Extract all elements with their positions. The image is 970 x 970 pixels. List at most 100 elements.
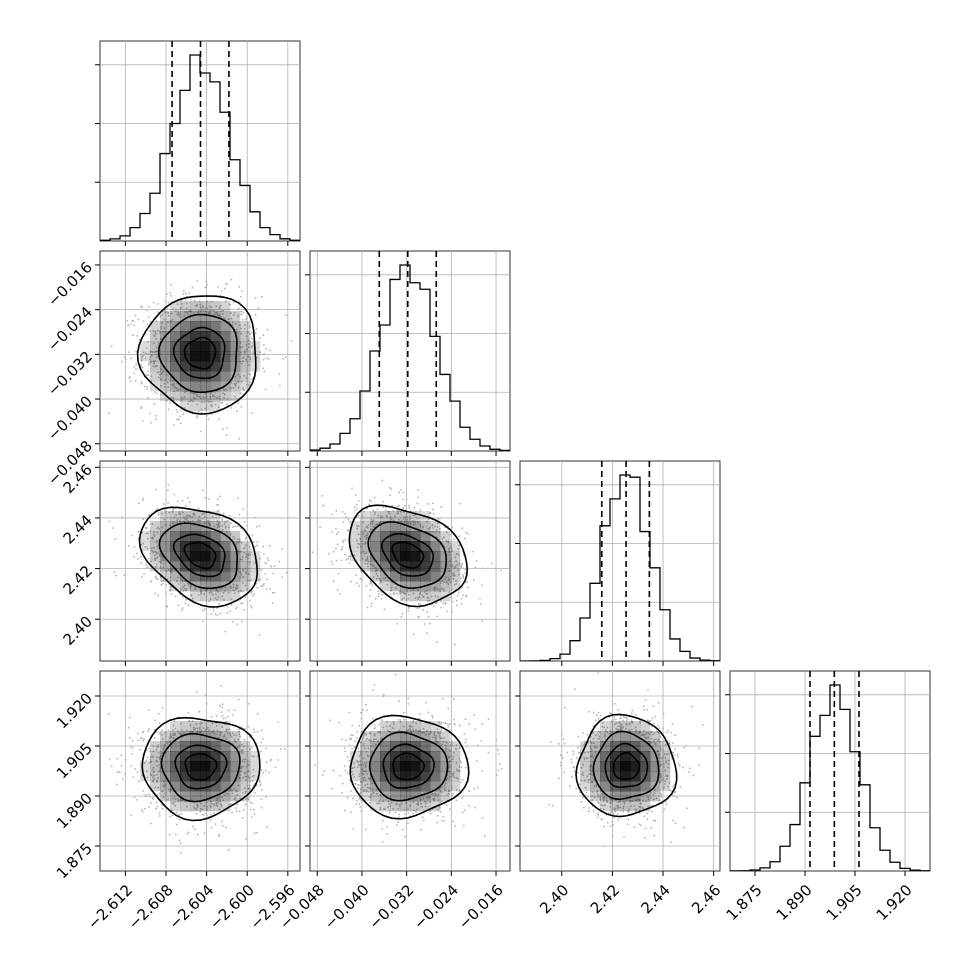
scatter-point	[120, 754, 123, 757]
scatter-point	[378, 723, 380, 726]
scatter-point	[448, 578, 450, 581]
scatter-point	[372, 509, 375, 512]
scatter-point	[224, 586, 227, 589]
scatter-point	[165, 524, 168, 527]
scatter-point	[651, 717, 654, 720]
scatter-point	[177, 800, 180, 803]
scatter-point	[259, 784, 262, 787]
scatter-point	[186, 403, 189, 405]
scatter-point	[583, 756, 586, 759]
scatter-point	[360, 750, 363, 753]
density-cell	[150, 331, 161, 342]
scatter-point	[278, 373, 281, 375]
scatter-point	[377, 595, 380, 598]
scatter-point	[373, 684, 376, 686]
scatter-point	[171, 511, 174, 513]
scatter-point	[245, 544, 247, 547]
scatter-point	[358, 755, 361, 757]
density-cell	[380, 771, 391, 782]
scatter-point	[245, 383, 248, 386]
scatter-point	[107, 713, 110, 715]
scatter-point	[654, 738, 657, 741]
scatter-point	[162, 780, 165, 782]
scatter-point	[653, 819, 656, 822]
scatter-point	[611, 731, 613, 733]
scatter-point	[617, 801, 620, 804]
scatter-point	[285, 314, 287, 317]
scatter-point	[407, 808, 409, 811]
scatter-point	[136, 732, 139, 735]
scatter-point	[129, 745, 132, 748]
scatter-point	[437, 518, 440, 520]
density-cell	[230, 551, 241, 562]
scatter-point	[163, 327, 166, 330]
scatter-point	[428, 599, 431, 602]
scatter-point	[226, 519, 229, 522]
scatter-point	[192, 400, 194, 403]
density-cell	[160, 571, 171, 582]
scatter-point	[600, 808, 602, 810]
scatter-point	[251, 594, 254, 597]
scatter-point	[399, 592, 402, 595]
scatter-point	[163, 318, 166, 321]
panel-4-3: 2.40 2.42 2.44 2.46	[515, 670, 724, 917]
scatter-point	[231, 811, 233, 814]
scatter-point	[194, 398, 197, 401]
scatter-point	[173, 795, 176, 798]
x-tick-label: 2.42	[587, 881, 623, 917]
scatter-point	[433, 731, 436, 734]
scatter-point	[249, 358, 252, 361]
histogram-step	[310, 264, 510, 451]
scatter-point	[237, 315, 239, 318]
density-cell	[630, 741, 641, 752]
scatter-point	[434, 525, 436, 528]
scatter-point	[236, 794, 239, 796]
scatter-point	[255, 308, 258, 311]
scatter-point	[217, 509, 219, 512]
scatter-point	[264, 769, 267, 772]
scatter-point	[200, 591, 203, 593]
scatter-point	[304, 562, 306, 564]
scatter-point	[643, 708, 645, 711]
scatter-point	[185, 598, 187, 601]
density-cell	[430, 791, 441, 802]
scatter-point	[429, 796, 432, 798]
scatter-point	[216, 503, 218, 506]
scatter-point	[631, 800, 634, 803]
density-cell	[220, 741, 231, 752]
scatter-point	[611, 821, 614, 823]
density-cell	[350, 541, 361, 552]
scatter-point	[239, 346, 242, 349]
scatter-point	[563, 742, 566, 745]
scatter-point	[225, 728, 228, 731]
scatter-point	[158, 722, 161, 725]
scatter-point	[600, 818, 603, 821]
scatter-point	[414, 729, 417, 731]
y-tick-label: 2.44	[60, 511, 96, 547]
density-cell	[390, 761, 401, 772]
scatter-point	[233, 592, 236, 595]
scatter-point	[592, 711, 595, 714]
scatter-point	[635, 799, 638, 802]
scatter-point	[178, 511, 181, 514]
scatter-point	[209, 805, 212, 808]
scatter-point	[146, 547, 149, 550]
scatter-point	[219, 734, 222, 737]
scatter-point	[386, 515, 389, 518]
density-cell	[420, 751, 431, 762]
scatter-point	[430, 793, 433, 796]
scatter-point	[278, 560, 281, 563]
scatter-point	[217, 406, 220, 409]
scatter-point	[199, 722, 202, 725]
density-cell	[380, 731, 391, 742]
scatter-point	[645, 737, 648, 740]
scatter-point	[479, 602, 482, 605]
scatter-point	[182, 590, 185, 592]
scatter-point	[168, 833, 171, 836]
scatter-point	[155, 563, 158, 566]
scatter-point	[673, 795, 676, 798]
scatter-point	[256, 784, 258, 787]
scatter-point	[587, 741, 590, 744]
scatter-point	[200, 730, 203, 732]
scatter-point	[240, 602, 242, 605]
